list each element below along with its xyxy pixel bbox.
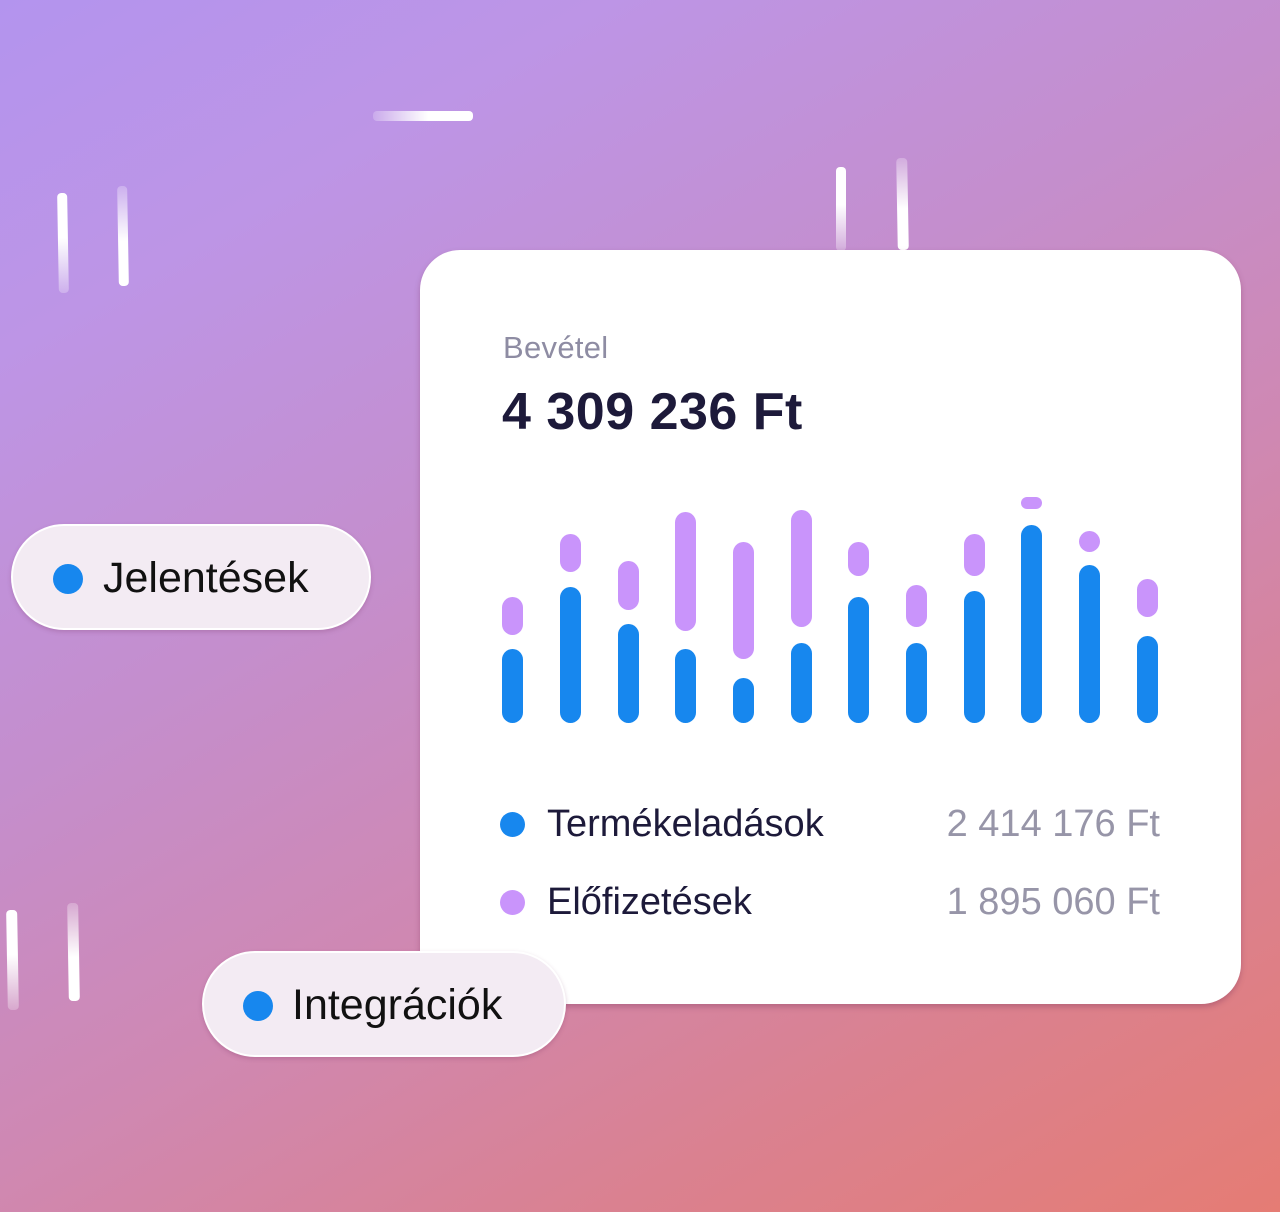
bar-product-sales	[791, 643, 812, 723]
bar-subscriptions	[848, 542, 869, 576]
bar-product-sales	[848, 597, 869, 723]
legend-label: Előfizetések	[547, 881, 752, 923]
decorative-line	[896, 157, 909, 251]
revenue-bar-chart	[420, 250, 1241, 1004]
legend-label: Termékeladások	[547, 803, 824, 845]
bar-product-sales	[1079, 565, 1100, 723]
bar-subscriptions	[618, 561, 639, 610]
bar-product-sales	[1137, 636, 1158, 723]
blue-dot-icon	[53, 564, 83, 594]
bar-product-sales	[560, 587, 581, 723]
pill-label: Integrációk	[292, 981, 503, 1029]
bar-subscriptions	[1079, 531, 1100, 552]
bar-product-sales	[1021, 525, 1042, 723]
decorative-line	[6, 909, 19, 1011]
bar-product-sales	[964, 591, 985, 723]
decorative-line	[57, 192, 69, 294]
legend-item-subscriptions: Előfizetések 1 895 060 Ft	[500, 880, 1160, 924]
revenue-card: Bevétel 4 309 236 Ft Termékeladások 2 41…	[420, 250, 1241, 1004]
bar-subscriptions	[791, 510, 812, 627]
bar-product-sales	[618, 624, 639, 723]
bar-subscriptions	[1021, 497, 1042, 509]
pill-reports[interactable]: Jelentések	[11, 524, 371, 630]
legend-dot-icon	[500, 890, 525, 915]
card-label: Bevétel	[503, 330, 609, 365]
pill-label: Jelentések	[103, 554, 309, 602]
bar-subscriptions	[675, 512, 696, 631]
decorative-line	[836, 167, 846, 251]
bar-subscriptions	[906, 585, 927, 627]
legend-value: 1 895 060 Ft	[946, 881, 1160, 923]
blue-dot-icon	[243, 991, 273, 1021]
bar-subscriptions	[964, 534, 985, 576]
legend-value: 2 414 176 Ft	[946, 803, 1160, 845]
legend-item-product-sales: Termékeladások 2 414 176 Ft	[500, 802, 1160, 846]
bar-subscriptions	[502, 597, 523, 635]
decorative-line	[373, 111, 473, 121]
legend-dot-icon	[500, 812, 525, 837]
bar-subscriptions	[560, 534, 581, 572]
bar-subscriptions	[1137, 579, 1158, 617]
revenue-total: 4 309 236 Ft	[502, 383, 803, 441]
bar-product-sales	[733, 678, 754, 723]
decorative-line	[67, 902, 80, 1002]
bar-product-sales	[906, 643, 927, 723]
decorative-line	[117, 185, 129, 287]
bar-product-sales	[675, 649, 696, 723]
bar-product-sales	[502, 649, 523, 723]
pill-integrations[interactable]: Integrációk	[202, 951, 566, 1057]
bar-subscriptions	[733, 542, 754, 659]
